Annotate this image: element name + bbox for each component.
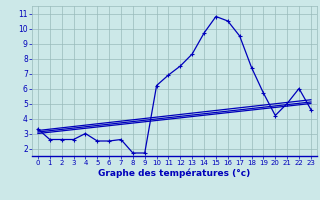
X-axis label: Graphe des températures (°c): Graphe des températures (°c) [98,169,251,178]
